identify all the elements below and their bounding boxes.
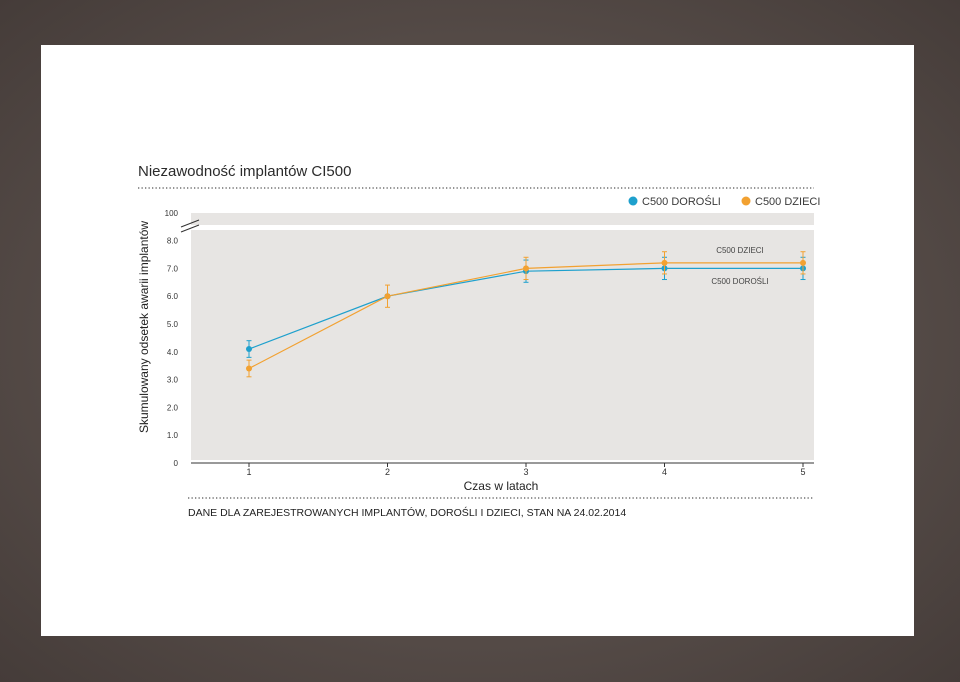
x-tick-label: 4 bbox=[662, 467, 667, 477]
y-tick-label: 100 bbox=[165, 209, 179, 218]
chart-card: Niezawodność implantów CI500 C500 DOROŚL… bbox=[41, 45, 914, 636]
y-tick-label: 0 bbox=[174, 459, 179, 468]
y-tick-label: 7.0 bbox=[167, 264, 179, 273]
data-point bbox=[246, 365, 252, 372]
annotation-children: C500 DZIECI bbox=[716, 246, 764, 255]
x-tick-label: 2 bbox=[385, 467, 390, 477]
legend-label-children: C500 DZIECI bbox=[755, 196, 820, 208]
data-point bbox=[384, 293, 391, 300]
footnote: DANE DLA ZAREJESTROWANYCH IMPLANTÓW, DOR… bbox=[188, 506, 626, 519]
legend-marker-adults bbox=[628, 196, 638, 206]
y-tick-label: 8.0 bbox=[167, 237, 179, 246]
data-point bbox=[246, 346, 252, 353]
y-tick-label: 5.0 bbox=[167, 320, 179, 329]
data-point bbox=[523, 265, 529, 272]
data-point bbox=[661, 259, 668, 266]
legend-marker-children bbox=[741, 196, 751, 206]
plot-area-top bbox=[191, 213, 814, 225]
y-tick-label: 3.0 bbox=[167, 376, 179, 385]
y-tick-label: 6.0 bbox=[167, 292, 179, 301]
line-chart: Niezawodność implantów CI500 C500 DOROŚL… bbox=[137, 163, 820, 519]
y-tick-label: 4.0 bbox=[167, 348, 179, 357]
x-tick-label: 3 bbox=[523, 467, 528, 477]
plot-area bbox=[191, 230, 814, 460]
axis-break-mark bbox=[180, 219, 200, 228]
annotation-adults: C500 DOROŚLI bbox=[711, 277, 768, 286]
y-axis-label: Skumulowany odsetek awarii implantów bbox=[137, 221, 151, 433]
legend-label-adults: C500 DOROŚLI bbox=[642, 195, 721, 208]
x-tick-label: 1 bbox=[246, 467, 251, 477]
y-tick-label: 1.0 bbox=[167, 431, 179, 440]
axis-ticks: 100 8.0 7.0 6.0 5.0 4.0 3.0 2.0 1.0 0 1 2 3 4 5 bbox=[165, 209, 814, 477]
chart-marks bbox=[246, 251, 806, 378]
x-axis-label: Czas w latach bbox=[464, 479, 539, 493]
x-tick-label: 5 bbox=[800, 467, 805, 477]
chart-title: Niezawodność implantów CI500 bbox=[138, 163, 351, 180]
axis-break-mark bbox=[180, 224, 200, 233]
y-tick-label: 2.0 bbox=[167, 403, 179, 412]
data-point bbox=[800, 259, 806, 266]
